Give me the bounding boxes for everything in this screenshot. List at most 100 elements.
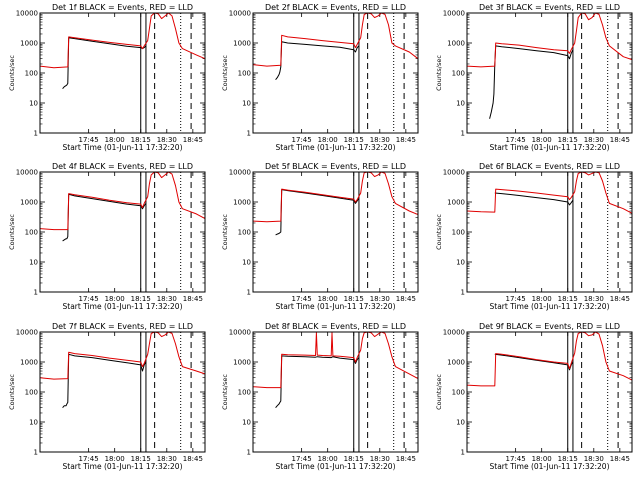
x-tick-label: 18:30 [157, 136, 177, 144]
y-axis-label: Counts/sec [221, 214, 229, 250]
panel-title: Det 7f BLACK = Events, RED = LLD [52, 322, 193, 331]
x-axis-label: Start Time (01-Jun-11 17:32:20) [276, 302, 396, 311]
panel-title: Det 4f BLACK = Events, RED = LLD [52, 162, 193, 171]
y-tick-label: 1000 [447, 359, 465, 367]
y-tick-label: 1000 [447, 40, 465, 48]
series-line-lld [39, 331, 206, 380]
series-line-lld [466, 331, 633, 387]
y-tick-label: 10000 [16, 169, 38, 177]
series-line-events [275, 355, 360, 409]
x-tick-label: 18:00 [105, 455, 125, 463]
x-tick-label: 18:45 [610, 455, 630, 463]
x-tick-label: 18:15 [558, 136, 578, 144]
detector-panel-7: Det 7f BLACK = Events, RED = LLD 1 10 100 10… [8, 322, 206, 471]
y-tick-label: 1000 [20, 40, 38, 48]
y-tick-label: 10 [29, 259, 38, 267]
y-tick-label: 1 [34, 289, 38, 297]
x-axis-label: Start Time (01-Jun-11 17:32:20) [63, 462, 183, 471]
y-axis-label: Counts/sec [8, 374, 16, 410]
y-tick-label: 1 [247, 289, 251, 297]
x-tick-label: 18:15 [558, 455, 578, 463]
y-tick-label: 100 [452, 70, 465, 78]
plot-frame [252, 171, 419, 293]
y-tick-label: 1000 [447, 199, 465, 207]
x-tick-label: 17:45 [292, 455, 312, 463]
x-tick-label: 18:15 [131, 455, 151, 463]
plot-frame [39, 171, 206, 293]
y-tick-label: 1000 [233, 359, 251, 367]
panel-title: Det 5f BLACK = Events, RED = LLD [265, 162, 406, 171]
x-tick-label: 18:00 [105, 136, 125, 144]
series-line-lld [252, 12, 419, 67]
x-tick-label: 18:45 [396, 136, 416, 144]
y-tick-label: 1 [461, 130, 465, 138]
y-tick-label: 10 [29, 419, 38, 427]
series-line-lld [39, 171, 206, 231]
y-tick-label: 100 [238, 229, 251, 237]
y-tick-label: 1 [461, 449, 465, 457]
detector-panel-5: Det 5f BLACK = Events, RED = LLD 1 10 100 10… [221, 162, 419, 311]
x-tick-label: 18:30 [370, 455, 390, 463]
x-axis-label: Start Time (01-Jun-11 17:32:20) [276, 143, 396, 152]
x-tick-label: 18:30 [370, 295, 390, 303]
x-tick-label: 17:45 [292, 136, 312, 144]
panel-title: Det 1f BLACK = Events, RED = LLD [52, 3, 193, 12]
x-tick-label: 18:15 [344, 136, 364, 144]
y-tick-label: 10000 [443, 169, 465, 177]
x-tick-label: 18:45 [183, 136, 203, 144]
panel-title: Det 3f BLACK = Events, RED = LLD [479, 3, 620, 12]
y-tick-label: 1 [247, 130, 251, 138]
y-tick-label: 100 [452, 229, 465, 237]
plot-frame [466, 331, 633, 453]
y-axis-label: Counts/sec [221, 55, 229, 91]
y-tick-label: 1 [247, 449, 251, 457]
x-tick-label: 18:15 [131, 295, 151, 303]
detector-panel-8: Det 8f BLACK = Events, RED = LLD 1 10 100 10… [221, 322, 419, 471]
y-tick-label: 10 [242, 419, 251, 427]
y-axis-label: Counts/sec [435, 55, 443, 91]
x-tick-label: 18:30 [584, 136, 604, 144]
x-tick-label: 18:00 [532, 455, 552, 463]
y-tick-label: 10 [456, 259, 465, 267]
x-tick-label: 18:30 [157, 455, 177, 463]
y-tick-label: 10 [29, 100, 38, 108]
x-tick-label: 18:15 [344, 295, 364, 303]
y-tick-label: 100 [25, 70, 38, 78]
x-tick-label: 18:30 [584, 455, 604, 463]
y-axis-label: Counts/sec [221, 374, 229, 410]
x-axis-label: Start Time (01-Jun-11 17:32:20) [63, 143, 183, 152]
detector-panel-9: Det 9f BLACK = Events, RED = LLD 1 10 100 10… [435, 322, 633, 471]
y-tick-label: 1000 [20, 199, 38, 207]
plot-frame [466, 12, 633, 134]
x-tick-label: 18:00 [532, 136, 552, 144]
detector-panel-4: Det 4f BLACK = Events, RED = LLD 1 10 100 10… [8, 162, 206, 311]
x-tick-label: 17:45 [506, 295, 526, 303]
y-tick-label: 10000 [229, 10, 251, 18]
x-tick-label: 17:45 [292, 295, 312, 303]
series-line-events [62, 193, 147, 242]
y-tick-label: 10 [242, 100, 251, 108]
x-axis-label: Start Time (01-Jun-11 17:32:20) [490, 302, 610, 311]
x-axis-label: Start Time (01-Jun-11 17:32:20) [490, 462, 610, 471]
series-line-events [62, 353, 147, 409]
y-tick-label: 10000 [443, 329, 465, 337]
x-tick-label: 18:45 [183, 455, 203, 463]
y-tick-label: 10000 [443, 10, 465, 18]
x-tick-label: 18:45 [610, 136, 630, 144]
y-axis-label: Counts/sec [8, 214, 16, 250]
x-tick-label: 18:30 [584, 295, 604, 303]
series-line-events [494, 192, 574, 206]
plot-frame [39, 12, 206, 134]
y-axis-label: Counts/sec [8, 55, 16, 91]
y-tick-label: 10000 [16, 10, 38, 18]
panel-title: Det 8f BLACK = Events, RED = LLD [265, 322, 406, 331]
x-tick-label: 18:45 [610, 295, 630, 303]
y-tick-label: 10 [456, 419, 465, 427]
series-line-lld [466, 171, 633, 214]
y-tick-label: 1000 [233, 199, 251, 207]
y-axis-label: Counts/sec [435, 374, 443, 410]
panel-title: Det 2f BLACK = Events, RED = LLD [265, 3, 406, 12]
x-tick-label: 18:00 [105, 295, 125, 303]
plot-frame [39, 331, 206, 453]
